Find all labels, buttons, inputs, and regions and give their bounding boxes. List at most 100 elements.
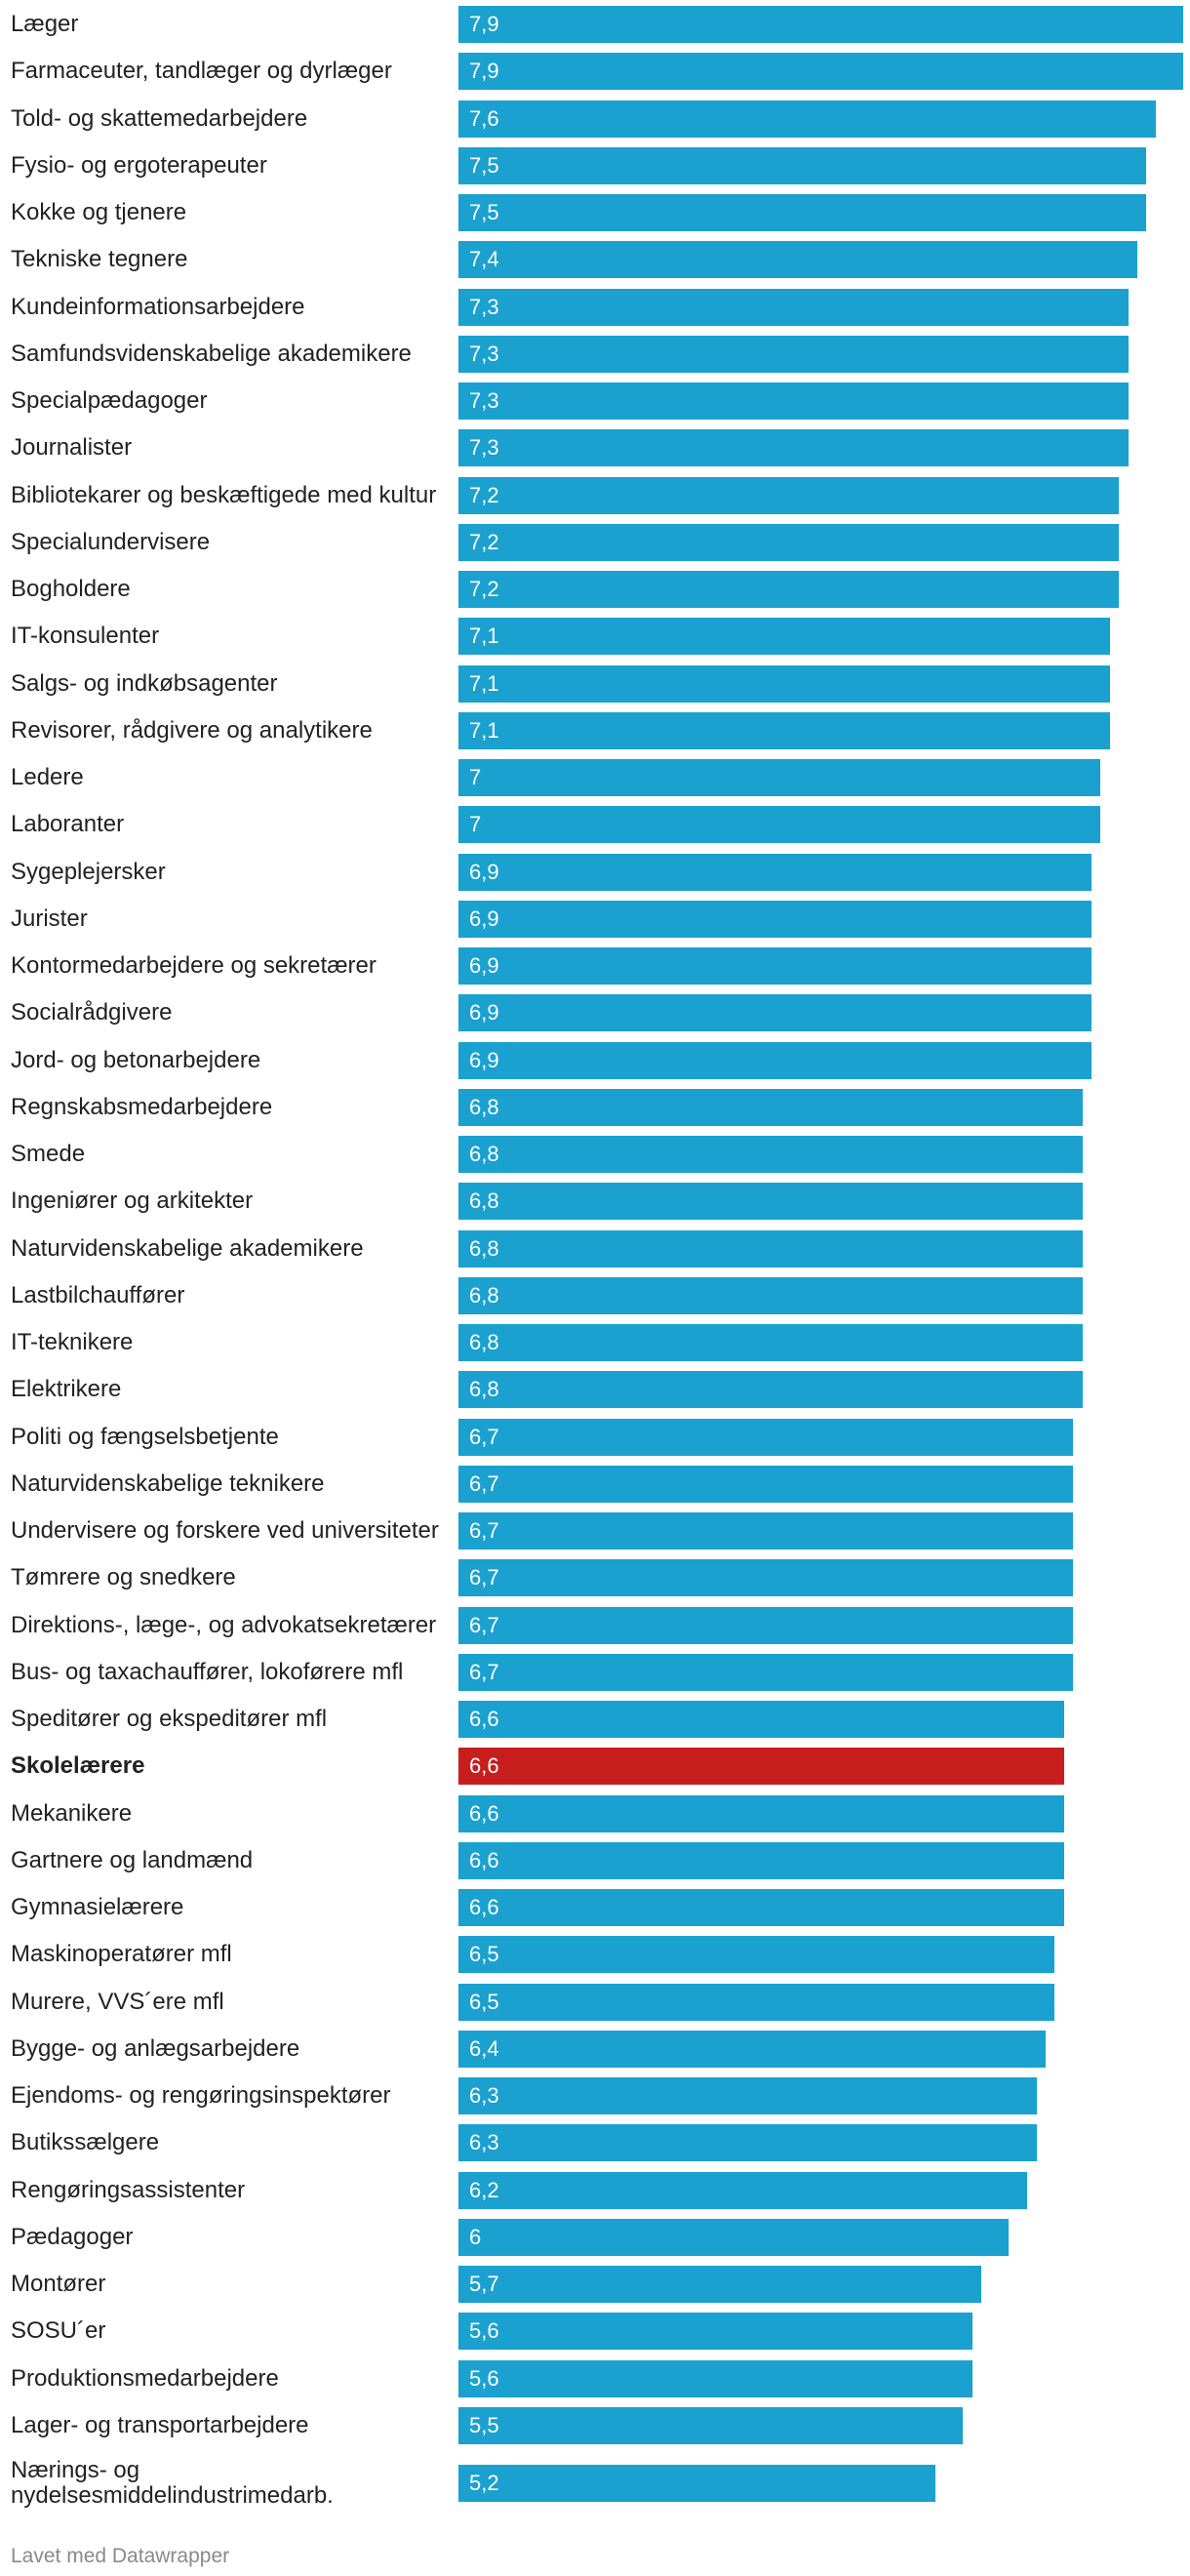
bar: 6,5: [458, 1936, 1055, 1974]
category-label: Bygge- og anlægsarbejdere: [11, 2034, 300, 2062]
category-label: Kokke og tjenere: [11, 199, 187, 225]
category-label: Montører: [11, 2271, 106, 2297]
bar: 7,3: [458, 288, 1129, 326]
bar-value-label: 7,1: [469, 717, 499, 743]
category-label: Socialrådgivere: [11, 999, 173, 1026]
bar: 6,9: [458, 1041, 1091, 1079]
bar-value-label: 6,4: [469, 2035, 499, 2061]
bar-value-label: 6,7: [469, 1565, 499, 1590]
bar: 7,6: [458, 100, 1156, 138]
bar: 5,2: [458, 2465, 936, 2502]
bar-value-label: 6,8: [469, 1235, 499, 1261]
bar-value-label: 6,6: [469, 1707, 499, 1731]
bar: 6,9: [458, 900, 1091, 938]
bar: 6,3: [458, 2124, 1037, 2162]
bar: 7,3: [458, 382, 1129, 420]
bar: 6,8: [458, 1088, 1083, 1126]
bar: 7,1: [458, 618, 1110, 656]
bar-value-label: 7,3: [469, 435, 499, 461]
bar-value-label: 6,8: [469, 1282, 499, 1308]
bar: 6,7: [458, 1606, 1074, 1644]
bar: 7,2: [458, 523, 1120, 561]
bar-value-label: 7,6: [469, 105, 499, 131]
bar: 6,5: [458, 1983, 1055, 2021]
bar: 7,2: [458, 476, 1120, 514]
category-label: Specialpædagoger: [11, 387, 208, 414]
bar-value-label: 7,3: [469, 294, 499, 319]
bar-value-label: 6,6: [469, 1753, 499, 1779]
bar-value-label: 7,5: [469, 152, 499, 178]
category-label: Skolelærere: [11, 1752, 145, 1780]
bar-value-label: 6,8: [469, 1142, 499, 1166]
category-label: Fysio- og ergoterapeuter: [11, 151, 267, 179]
bar: 6,4: [458, 2030, 1046, 2068]
bar-value-label: 6,7: [469, 1424, 499, 1449]
bar-value-label: 6,6: [469, 1800, 499, 1826]
category-label: Mekanikere: [11, 1799, 133, 1827]
bar: 6,6: [458, 1889, 1064, 1926]
category-label: Jurister: [11, 905, 88, 932]
bar-value-label: 7,2: [469, 529, 499, 554]
category-label: Speditører og ekspeditører mfl: [11, 1706, 328, 1732]
category-label: Smede: [11, 1141, 86, 1167]
bar-value-label: 5,2: [469, 2471, 499, 2495]
bar-value-label: 7,3: [469, 388, 499, 413]
category-label: Tømrere og snedkere: [11, 1564, 236, 1591]
category-label: Bibliotekarer og beskæftigede med kultur: [11, 481, 437, 508]
bar-value-label: 7,4: [469, 247, 499, 272]
bar-value-label: 6,7: [469, 1659, 499, 1684]
bar: 6,2: [458, 2171, 1028, 2209]
category-label: Kontormedarbejdere og sekretærer: [11, 952, 377, 979]
category-label: Told- og skattemedarbejdere: [11, 104, 308, 132]
bar-value-label: 6,7: [469, 1518, 499, 1543]
bar-value-label: 7,5: [469, 200, 499, 224]
bar: 7,1: [458, 664, 1110, 703]
category-label: Ingeniører og arkitekter: [11, 1187, 254, 1215]
bar-value-label: 6,8: [469, 1094, 499, 1119]
bar-value-label: 7,2: [469, 577, 499, 601]
bar: 6,8: [458, 1371, 1083, 1409]
category-label: Ejendoms- og rengøringsinspektører: [11, 2082, 391, 2109]
category-label: Naturvidenskabelige teknikere: [11, 1469, 325, 1497]
category-label: Samfundsvidenskabelige akademikere: [11, 340, 412, 367]
bar: 5,5: [458, 2406, 964, 2444]
bar: 6,6: [458, 1794, 1064, 1832]
bar: 7,5: [458, 194, 1147, 231]
category-label: Læger: [11, 11, 79, 37]
highlighted-bar: 6,6: [458, 1748, 1064, 1786]
category-label: IT-konsulenter: [11, 623, 160, 650]
category-label: Lager- og transportarbejdere: [11, 2411, 309, 2438]
bar: 6,7: [458, 1465, 1074, 1503]
category-label: Specialundervisere: [11, 528, 211, 555]
bar: 6,8: [458, 1229, 1083, 1268]
bar-value-label: 6,9: [469, 859, 499, 884]
bar: 7,9: [458, 6, 1183, 43]
footer-credit[interactable]: Lavet med Datawrapper: [11, 2545, 230, 2567]
bar-value-label: 6,5: [469, 1942, 499, 1967]
bar: 7,2: [458, 571, 1120, 608]
bar: 7: [458, 759, 1101, 796]
bar-value-label: 7,3: [469, 341, 499, 366]
category-label: Pædagoger: [11, 2223, 134, 2250]
category-label: Regnskabsmedarbejdere: [11, 1093, 273, 1120]
bar-value-label: 5,6: [469, 2318, 499, 2344]
bar-value-label: 6,6: [469, 1847, 499, 1872]
bar-value-label: 7,1: [469, 670, 499, 696]
category-label: Butikssælgere: [11, 2129, 160, 2156]
bar: 6,7: [458, 1653, 1074, 1691]
category-label: Kundeinformationsarbejdere: [11, 293, 305, 320]
category-label: SOSU´er: [11, 2317, 106, 2345]
bar-value-label: 7,2: [469, 482, 499, 507]
bar: 5,6: [458, 2359, 972, 2397]
category-label: Politi og fængselsbetjente: [11, 1423, 279, 1450]
category-label: Gymnasielærere: [11, 1894, 184, 1920]
bar-value-label: 6,3: [469, 2083, 499, 2108]
bar-value-label: 6,7: [469, 1470, 499, 1496]
bar-value-label: 6,2: [469, 2177, 499, 2202]
category-label: Laboranter: [11, 811, 125, 838]
bar-value-label: 6,9: [469, 906, 499, 931]
bar: 7,3: [458, 429, 1129, 467]
bar-value-label: 6: [469, 2224, 482, 2249]
bar: 6,8: [458, 1183, 1083, 1221]
bar: 7,3: [458, 335, 1129, 373]
